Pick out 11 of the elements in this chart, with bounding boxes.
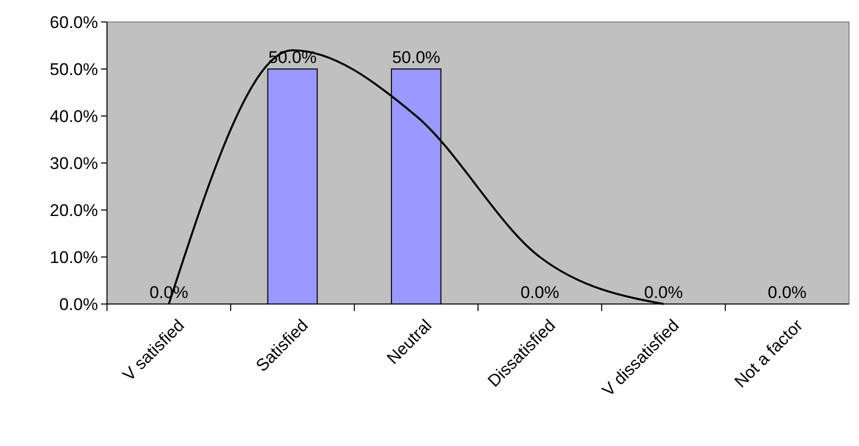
y-tick-label: 40.0% <box>50 106 98 126</box>
y-tick-label: 50.0% <box>50 60 98 79</box>
y-tick-label: 10.0% <box>50 248 98 267</box>
y-tick-label: 20.0% <box>50 200 98 220</box>
data-label: 50.0% <box>392 48 440 67</box>
data-label: 0.0% <box>644 283 683 302</box>
data-label: 0.0% <box>520 283 560 302</box>
y-tick-label: 60.0% <box>50 12 98 32</box>
y-tick-label: 0.0% <box>59 294 98 314</box>
y-tick-label: 30.0% <box>50 154 98 173</box>
data-label: 0.0% <box>768 283 807 302</box>
